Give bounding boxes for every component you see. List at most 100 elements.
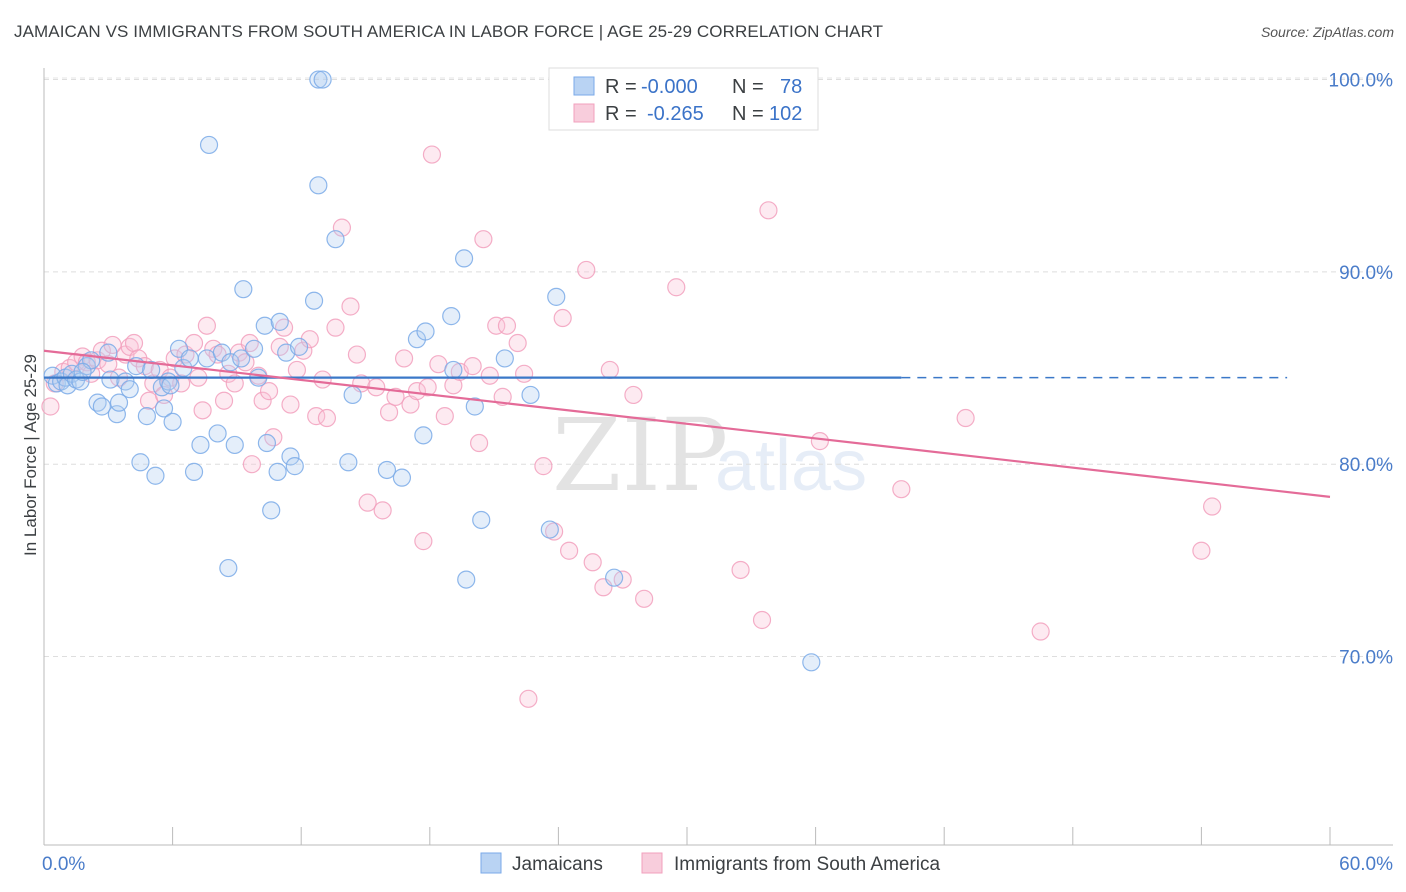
data-point: [92, 397, 111, 416]
data-point: [802, 653, 821, 672]
bottom-legend: Jamaicans Immigrants from South America: [480, 852, 941, 875]
data-point: [454, 249, 474, 268]
data-point: [281, 395, 300, 414]
data-point: [892, 480, 911, 499]
bottom-legend-swatch-jamaicans: [480, 852, 502, 874]
data-point: [624, 385, 643, 405]
legend-n-value-2: 102: [769, 103, 802, 125]
data-point: [358, 493, 377, 512]
legend-swatch-immigrants: [573, 103, 595, 123]
data-point: [219, 558, 238, 578]
data-point: [487, 316, 506, 335]
data-point: [313, 70, 332, 89]
x-tick-label-max: 60.0%: [1339, 854, 1393, 875]
data-point: [124, 333, 144, 353]
data-point: [495, 349, 514, 368]
data-point: [667, 278, 686, 297]
top-legend: R = -0.000 N = 78 R = -0.265 N = 102: [548, 67, 819, 131]
data-point: [956, 408, 975, 428]
data-point: [317, 408, 337, 428]
data-point: [197, 316, 216, 335]
legend-r-value-2: -0.265: [647, 103, 704, 125]
data-point: [442, 307, 461, 326]
data-point: [480, 366, 499, 385]
watermark-zip: ZIP: [552, 397, 728, 514]
data-point: [285, 457, 304, 476]
data-point: [605, 568, 624, 587]
data-point: [339, 453, 358, 472]
data-point: [257, 433, 277, 453]
data-point: [435, 407, 454, 426]
legend-n-value-1: 78: [780, 76, 802, 98]
chart-title: JAMAICAN VS IMMIGRANTS FROM SOUTH AMERIC…: [14, 22, 884, 41]
legend-r-label-2: R =: [605, 103, 637, 125]
data-point: [394, 349, 414, 368]
data-point: [281, 447, 300, 466]
data-point: [191, 435, 210, 455]
y-tick-label: 90.0%: [1339, 263, 1393, 284]
bottom-legend-immigrants: Immigrants from South America: [674, 854, 941, 875]
data-point: [1192, 541, 1211, 560]
data-point: [137, 407, 156, 426]
data-point: [268, 462, 287, 481]
data-point: [289, 337, 309, 356]
data-point: [287, 360, 307, 380]
data-point: [1203, 497, 1222, 516]
trend-lines: [43, 349, 1331, 498]
data-point: [253, 391, 272, 410]
data-point: [463, 357, 482, 376]
data-point: [193, 401, 212, 420]
data-point: [343, 385, 362, 405]
data-point: [101, 370, 120, 389]
data-point: [540, 520, 559, 539]
data-point: [465, 397, 484, 416]
data-point: [392, 468, 412, 487]
data-point: [508, 333, 527, 353]
data-point: [414, 426, 433, 445]
data-point: [472, 510, 491, 530]
data-point: [422, 145, 442, 164]
y-tick-labels: 70.0% 80.0% 90.0% 100.0%: [1329, 71, 1394, 669]
axes: [43, 68, 1393, 846]
bottom-legend-jamaicans: Jamaicans: [512, 854, 603, 875]
data-point: [379, 403, 399, 422]
data-point: [414, 532, 433, 551]
data-point: [146, 466, 165, 485]
data-point: [313, 370, 332, 389]
source-label: Source: ZipAtlas.com: [1260, 24, 1394, 40]
data-point: [304, 291, 324, 310]
data-point: [242, 455, 262, 474]
data-point: [347, 345, 367, 364]
data-point: [225, 435, 244, 455]
data-point: [163, 412, 182, 431]
data-point: [418, 378, 437, 397]
x-tick-label-min: 0.0%: [42, 854, 85, 875]
watermark: ZIP atlas: [552, 397, 867, 514]
legend-swatch-jamaicans: [573, 76, 595, 96]
data-point: [474, 230, 493, 249]
data-point: [497, 316, 517, 335]
data-point: [270, 312, 289, 331]
data-point: [416, 322, 435, 341]
data-point: [214, 391, 234, 410]
data-point: [326, 230, 345, 249]
legend-n-label-2: N =: [732, 103, 764, 125]
data-point: [810, 432, 829, 451]
data-point: [553, 308, 572, 328]
data-point: [332, 218, 352, 237]
y-axis-label: In Labor Force | Age 25-29: [21, 354, 40, 556]
data-point: [600, 360, 619, 380]
legend-n-label-1: N =: [732, 76, 764, 98]
data-point: [184, 462, 204, 481]
data-point: [309, 176, 328, 195]
data-point: [120, 380, 139, 399]
data-point: [244, 339, 264, 358]
data-point: [457, 570, 476, 589]
data-point: [444, 360, 463, 380]
data-point: [547, 287, 566, 306]
data-point: [208, 424, 227, 443]
y-tick-label: 80.0%: [1339, 455, 1393, 476]
data-point: [131, 453, 150, 472]
data-point: [259, 382, 279, 401]
data-point: [221, 353, 240, 372]
